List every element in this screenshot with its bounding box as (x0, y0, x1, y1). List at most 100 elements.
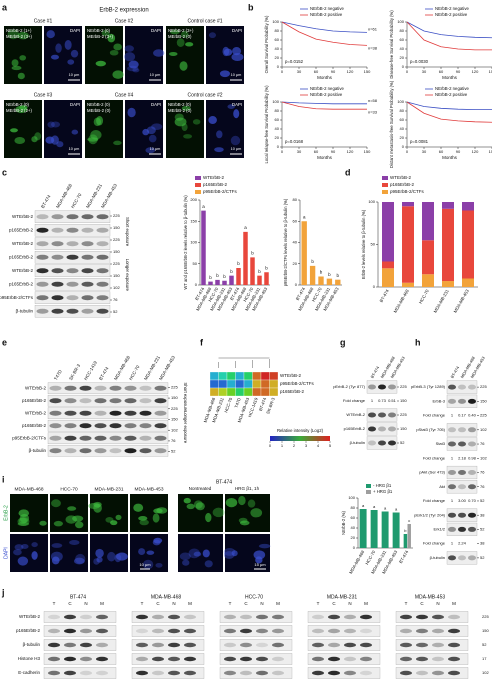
bar (309, 265, 316, 285)
cell (231, 53, 244, 61)
band (136, 628, 148, 634)
bar-segment (462, 278, 474, 287)
bar (359, 509, 367, 548)
label: HCC-70 (418, 288, 430, 304)
band (96, 254, 109, 260)
heat-cell (235, 371, 245, 381)
label: DAPI (151, 28, 161, 33)
band (66, 227, 79, 233)
label: M (276, 601, 280, 606)
band (94, 410, 107, 416)
bar (407, 524, 411, 548)
cell (95, 548, 104, 558)
label: C (68, 601, 72, 606)
label: p=0.0030 (410, 59, 429, 64)
color-scale (270, 436, 330, 441)
label: β-tubulin (350, 440, 365, 445)
band (378, 412, 386, 418)
cell (51, 556, 60, 565)
label: MDA-MB-231 (94, 486, 123, 492)
band (80, 642, 92, 648)
label: 0 (269, 443, 272, 448)
legend-swatch (195, 176, 201, 180)
panel-label: i (2, 474, 5, 484)
band (272, 614, 284, 620)
cell (65, 515, 77, 524)
label: MDA-MB-453 (415, 594, 446, 600)
label: MErbB-2 (3+) (6, 34, 32, 39)
cell (88, 502, 100, 509)
label: Short exposure (125, 217, 130, 247)
label: HCC-70 (245, 594, 263, 600)
band (312, 614, 324, 620)
band (224, 642, 236, 648)
band (79, 423, 92, 429)
bar-segment (462, 210, 474, 279)
label: BT-474 (40, 194, 52, 209)
label: b (265, 265, 268, 270)
heat-cell (226, 387, 236, 397)
panel-label: g (340, 337, 346, 347)
cell (96, 556, 103, 563)
band (400, 628, 412, 634)
label: Case #4 (115, 92, 134, 98)
legend-swatch (195, 183, 201, 187)
label: 80 (351, 505, 356, 510)
band (96, 642, 108, 648)
cell (45, 136, 55, 144)
label: 150 (171, 417, 178, 422)
cell (179, 61, 188, 71)
bar-segment (402, 202, 414, 207)
label: 1 (371, 398, 374, 403)
band (256, 670, 268, 676)
band (36, 295, 49, 301)
band (378, 384, 386, 390)
band (48, 614, 60, 620)
bar (326, 278, 333, 285)
label: M (364, 601, 368, 606)
band (49, 448, 62, 454)
label: p165ErbB-2 (203, 182, 228, 187)
cell (258, 543, 271, 549)
band (400, 670, 412, 676)
bar-segment (462, 202, 474, 211)
band (400, 614, 412, 620)
label: NErbB-2 (0) (6, 102, 29, 107)
band (96, 241, 109, 247)
label: a (395, 507, 398, 512)
band (79, 435, 92, 441)
label: 90 (456, 69, 461, 74)
label: 150 (480, 398, 487, 403)
cell (11, 65, 22, 71)
band (458, 512, 466, 518)
band (448, 614, 460, 620)
label: p165ErbB-2 (22, 398, 47, 403)
label: 102 (480, 455, 487, 460)
cell (212, 507, 225, 518)
band (168, 656, 180, 662)
band (96, 214, 109, 220)
label: 60 (400, 117, 405, 122)
survival-curve (406, 21, 492, 51)
band (432, 642, 444, 648)
label: 10 μm (231, 73, 242, 77)
label: E-cadherin (18, 670, 40, 675)
label: 0 (277, 144, 280, 149)
band (448, 470, 456, 475)
cell (174, 113, 184, 121)
label: b (223, 274, 226, 279)
band (388, 384, 396, 390)
cell (19, 105, 28, 111)
band (64, 628, 76, 634)
label: 225 (480, 413, 487, 418)
micrograph (206, 100, 244, 158)
label: NErbB-2 (%) (341, 511, 346, 535)
label: p165ErbB-2 (9, 254, 34, 259)
label: Overall Survival Probability (%) (264, 15, 269, 73)
band (344, 628, 356, 634)
label: 10 μm (231, 147, 242, 151)
band (368, 426, 376, 432)
survival-curve (406, 101, 492, 111)
band (360, 670, 372, 676)
band (96, 670, 108, 676)
